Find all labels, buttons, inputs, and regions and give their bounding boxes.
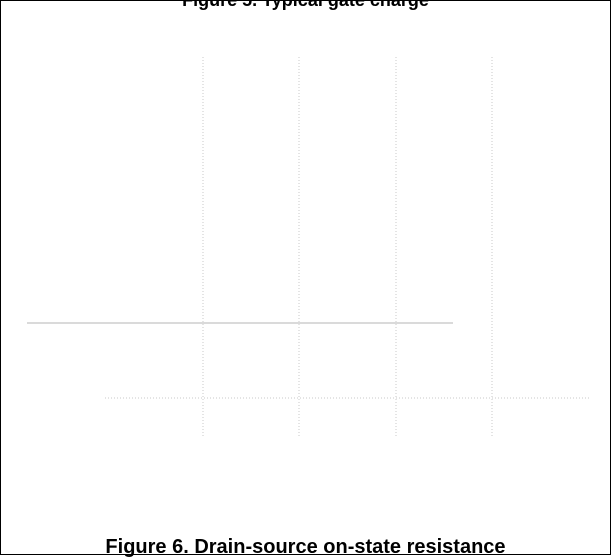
top-figure-caption: Figure 5. Typical gate charge [182,0,429,10]
bottom-figure-caption: Figure 6. Drain-source on-state resistan… [105,536,506,558]
